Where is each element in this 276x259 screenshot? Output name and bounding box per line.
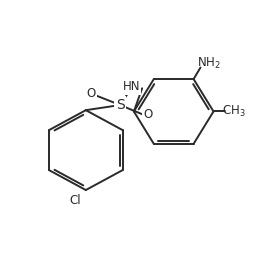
Text: O: O — [87, 87, 96, 100]
Text: S: S — [116, 98, 124, 112]
Text: Cl: Cl — [69, 194, 81, 207]
Text: NH$_2$: NH$_2$ — [197, 56, 221, 71]
Text: HN: HN — [122, 81, 140, 93]
Text: O: O — [143, 107, 152, 120]
Text: CH$_3$: CH$_3$ — [222, 104, 246, 119]
